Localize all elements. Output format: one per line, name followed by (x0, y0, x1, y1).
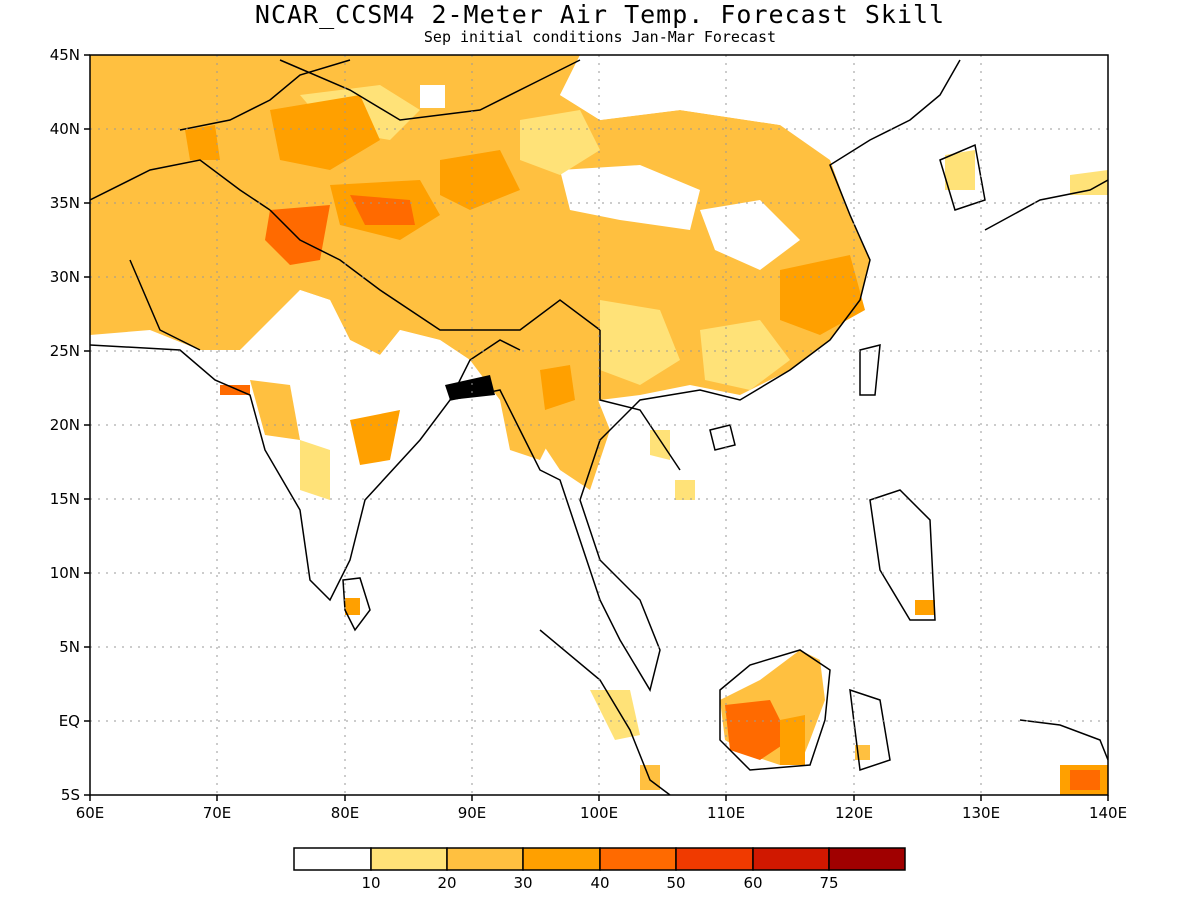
lon-label: 70E (203, 804, 232, 822)
colorbar-swatch (370, 847, 448, 871)
lat-label: 35N (50, 194, 80, 212)
lon-label: 100E (580, 804, 618, 822)
colorbar-swatch (599, 847, 677, 871)
lon-label: 130E (962, 804, 1000, 822)
skill-shading (90, 55, 1108, 795)
colorbar-swatch (752, 847, 830, 871)
lat-label: 5N (59, 638, 80, 656)
lat-label: 40N (50, 120, 80, 138)
coastlines (90, 59, 1108, 795)
colorbar-label: 75 (819, 874, 838, 892)
lon-label: 120E (835, 804, 873, 822)
colorbar-swatch (293, 847, 372, 871)
lon-label: 60E (76, 804, 105, 822)
lat-label: 5S (61, 786, 80, 804)
lat-label: 20N (50, 416, 80, 434)
colorbar-label: 60 (743, 874, 762, 892)
colorbar-swatch (522, 847, 601, 871)
coastline-detail (445, 375, 495, 400)
lon-label: 80E (331, 804, 360, 822)
lat-label: 15N (50, 490, 80, 508)
colorbar-swatch (446, 847, 524, 871)
colorbar-label: 30 (513, 874, 532, 892)
axis-ticks (84, 54, 1109, 801)
lat-label: 25N (50, 342, 80, 360)
lon-label: 140E (1089, 804, 1127, 822)
lon-label: 90E (458, 804, 487, 822)
map-subtitle: Sep initial conditions Jan-Mar Forecast (423, 28, 777, 46)
colorbar-label: 50 (666, 874, 685, 892)
colorbar-label: 20 (437, 874, 456, 892)
colorbar: 10 20 30 40 50 60 75 (293, 847, 906, 892)
lat-label: 10N (50, 564, 80, 582)
colorbar-label: 40 (590, 874, 609, 892)
lat-label: 30N (50, 268, 80, 286)
lat-label: 45N (50, 46, 80, 64)
map-title: NCAR_CCSM4 2-Meter Air Temp. Forecast Sk… (254, 0, 946, 29)
grid-lines (90, 55, 1108, 795)
lon-label: 110E (707, 804, 745, 822)
colorbar-label: 10 (361, 874, 380, 892)
colorbar-swatch (675, 847, 754, 871)
colorbar-swatch (828, 847, 906, 871)
lat-label: EQ (59, 712, 80, 730)
